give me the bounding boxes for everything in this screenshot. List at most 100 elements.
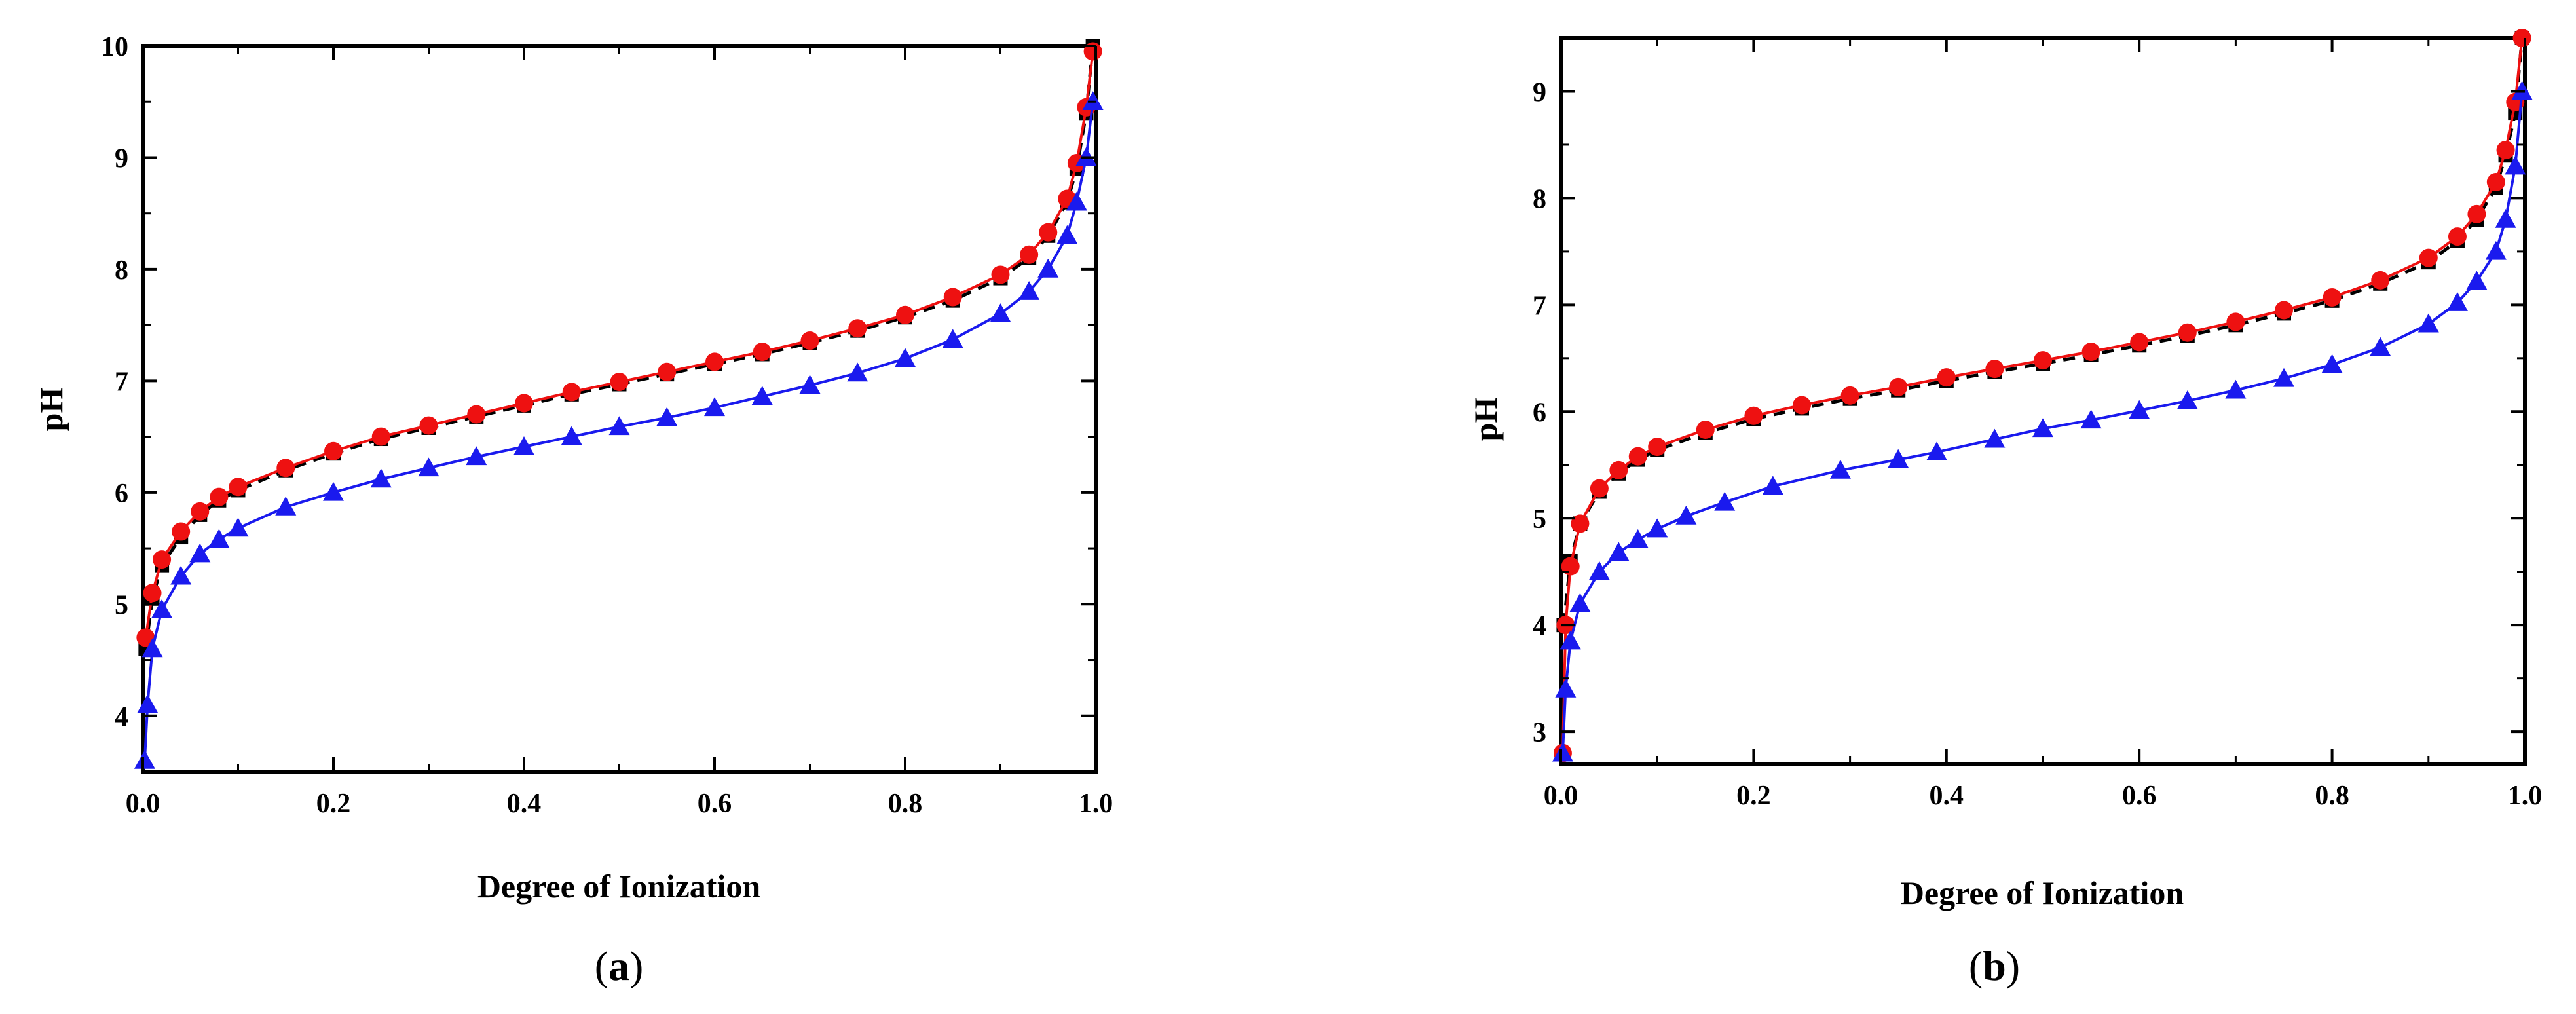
- y-tick-label: 7: [115, 367, 128, 397]
- point-triangle: [513, 436, 534, 455]
- point-circle: [371, 427, 390, 446]
- point-triangle: [1066, 191, 1087, 211]
- chart-panel-a: 0.0 0.2 0.4 0.6 0.8 1.0 4 5 6 7 8 9 10 Degree of Ion…: [33, 32, 1113, 989]
- point-circle: [943, 288, 962, 307]
- point-circle: [658, 362, 677, 381]
- point-triangle: [208, 529, 230, 548]
- series-reference: [1556, 31, 2529, 633]
- chart-marks: [134, 39, 1104, 769]
- axis-ticks: 0.0 0.2 0.4 0.6 0.8 1.0 3 4 5 6 7 8 9: [1533, 38, 2542, 811]
- point-triangle: [170, 565, 192, 585]
- point-triangle: [2485, 240, 2507, 260]
- point-triangle: [1926, 441, 1948, 461]
- point-circle: [753, 343, 772, 362]
- point-triangle: [2225, 379, 2247, 399]
- point-triangle: [189, 543, 211, 563]
- point-triangle: [1762, 476, 1783, 495]
- x-tick-label: 0.0: [1544, 781, 1578, 811]
- point-triangle: [466, 446, 487, 466]
- point-triangle: [1082, 91, 1104, 111]
- y-tick-label: 4: [115, 702, 128, 732]
- x-tick-label: 0.2: [316, 789, 351, 819]
- point-triangle: [561, 426, 582, 445]
- point-triangle: [227, 517, 249, 537]
- point-circle: [1648, 438, 1667, 457]
- point-circle: [1039, 223, 1058, 242]
- point-circle: [991, 265, 1010, 284]
- x-tick-label: 0.0: [126, 789, 160, 819]
- point-circle: [419, 416, 438, 435]
- point-circle: [143, 584, 162, 603]
- point-triangle: [2446, 292, 2468, 311]
- point-circle: [2275, 301, 2293, 320]
- y-axis-label: pH: [33, 388, 69, 432]
- point-triangle: [1627, 529, 1649, 548]
- point-triangle: [2321, 354, 2343, 373]
- point-triangle: [895, 348, 916, 367]
- chart-marks: [1552, 29, 2533, 762]
- point-triangle: [1559, 630, 1581, 650]
- axis-ticks: 0.0 0.2 0.4 0.6 0.8 1.0 4 5 6 7 8 9 10: [101, 32, 1113, 819]
- point-triangle: [370, 468, 392, 488]
- point-triangle: [1608, 542, 1630, 561]
- panel-caption: (b): [1969, 943, 2020, 989]
- y-tick-label: 5: [115, 590, 128, 620]
- y-tick-label: 10: [101, 32, 128, 62]
- series-blue: [1552, 81, 2533, 762]
- point-triangle: [1984, 428, 2006, 448]
- y-tick-label: 9: [115, 143, 128, 174]
- point-triangle: [2080, 409, 2102, 429]
- point-triangle: [608, 416, 630, 436]
- point-circle: [2448, 227, 2467, 246]
- point-circle: [1744, 406, 1763, 425]
- point-triangle: [1056, 225, 1078, 244]
- point-triangle: [1888, 449, 1909, 468]
- y-axis-label: pH: [1467, 398, 1504, 441]
- point-triangle: [151, 599, 173, 618]
- y-tick-label: 6: [115, 479, 128, 509]
- y-tick-label: 8: [115, 255, 128, 286]
- series-red: [1553, 29, 2531, 762]
- point-circle: [562, 383, 581, 402]
- point-circle: [1840, 386, 1859, 405]
- point-circle: [896, 305, 914, 324]
- point-circle: [1889, 377, 1908, 396]
- x-tick-label: 0.6: [698, 789, 732, 819]
- point-circle: [1571, 514, 1590, 533]
- point-triangle: [2495, 209, 2516, 228]
- point-circle: [229, 478, 248, 497]
- point-triangle: [1588, 561, 1610, 580]
- point-triangle: [2129, 400, 2150, 419]
- point-circle: [515, 394, 533, 413]
- y-tick-label: 8: [1533, 184, 1546, 214]
- x-tick-label: 0.2: [1736, 781, 1771, 811]
- point-circle: [2512, 29, 2531, 47]
- point-triangle: [1555, 678, 1577, 698]
- y-tick-label: 4: [1533, 611, 1546, 641]
- plot-frame: [1559, 36, 2527, 766]
- point-circle: [2178, 323, 2197, 342]
- point-triangle: [1037, 258, 1059, 278]
- point-triangle: [2466, 271, 2488, 290]
- point-circle: [2371, 271, 2390, 290]
- series-blue: [134, 91, 1104, 769]
- point-triangle: [751, 386, 773, 405]
- point-triangle: [275, 497, 297, 516]
- point-triangle: [704, 397, 725, 417]
- point-triangle: [1829, 459, 1851, 479]
- point-circle: [191, 502, 210, 521]
- point-triangle: [2176, 390, 2198, 409]
- point-circle: [153, 550, 172, 569]
- point-triangle: [134, 749, 155, 769]
- point-triangle: [137, 694, 159, 713]
- point-circle: [2130, 333, 2149, 352]
- x-axis-label: Degree of Ionization: [1901, 874, 2184, 911]
- point-circle: [705, 352, 724, 371]
- point-triangle: [2505, 155, 2526, 175]
- point-circle: [800, 331, 819, 350]
- x-tick-label: 0.4: [507, 789, 542, 819]
- point-triangle: [1569, 593, 1591, 612]
- point-circle: [2419, 248, 2438, 267]
- point-circle: [1561, 557, 1580, 576]
- x-tick-label: 0.8: [888, 789, 923, 819]
